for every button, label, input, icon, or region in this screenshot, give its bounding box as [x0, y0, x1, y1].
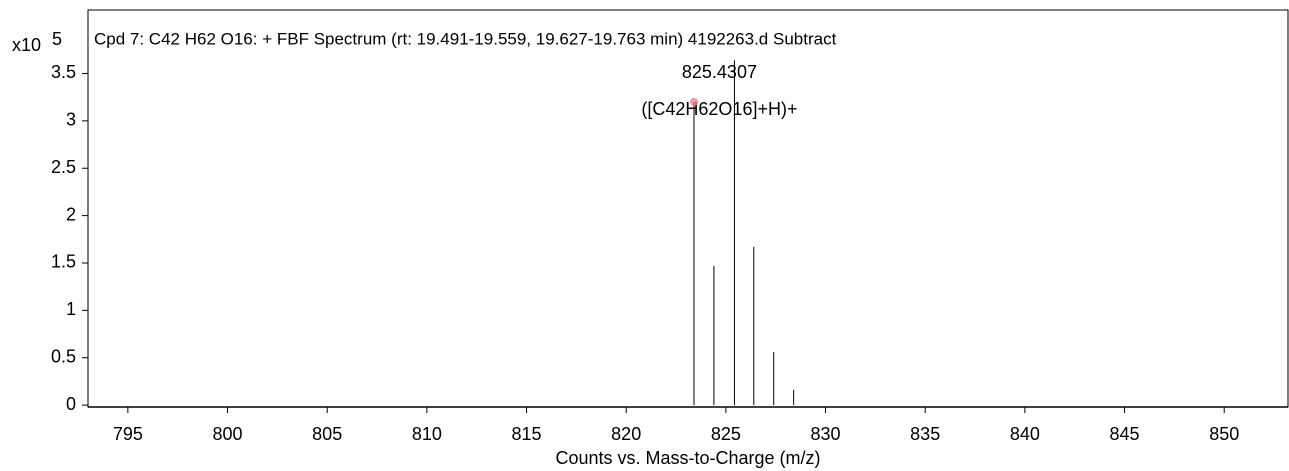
y-tick-label: 3.5: [51, 62, 76, 82]
x-tick-label: 835: [910, 424, 940, 444]
x-tick-label: 820: [611, 424, 641, 444]
x-tick-label: 850: [1209, 424, 1239, 444]
y-tick-label: 0.5: [51, 346, 76, 366]
y-tick-label: 2.5: [51, 157, 76, 177]
x-tick-label: 810: [412, 424, 442, 444]
y-tick-label: 1: [66, 299, 76, 319]
y-tick-label: 3: [66, 110, 76, 130]
y-tick-label: 2: [66, 204, 76, 224]
x-tick-label: 830: [811, 424, 841, 444]
x-tick-label: 800: [213, 424, 243, 444]
chart-title: Cpd 7: C42 H62 O16: + FBF Spectrum (rt: …: [94, 29, 837, 48]
peak-annotation: 825.4307: [682, 62, 757, 82]
peak-annotation: ([C42H62O16]+H)+: [641, 99, 797, 119]
x-axis-label: Counts vs. Mass-to-Charge (m/z): [555, 448, 820, 468]
x-tick-label: 825: [711, 424, 741, 444]
x-tick-label: 795: [113, 424, 143, 444]
y-tick-label: 1.5: [51, 252, 76, 272]
peak-marker: [689, 97, 698, 106]
x-tick-label: 805: [312, 424, 342, 444]
y-tick-label: 0: [66, 394, 76, 414]
y-scale-exponent: 5: [52, 29, 62, 49]
x-tick-label: 815: [512, 424, 542, 444]
x-tick-label: 840: [1010, 424, 1040, 444]
y-scale-label: x10: [12, 35, 41, 55]
x-tick-label: 845: [1110, 424, 1140, 444]
